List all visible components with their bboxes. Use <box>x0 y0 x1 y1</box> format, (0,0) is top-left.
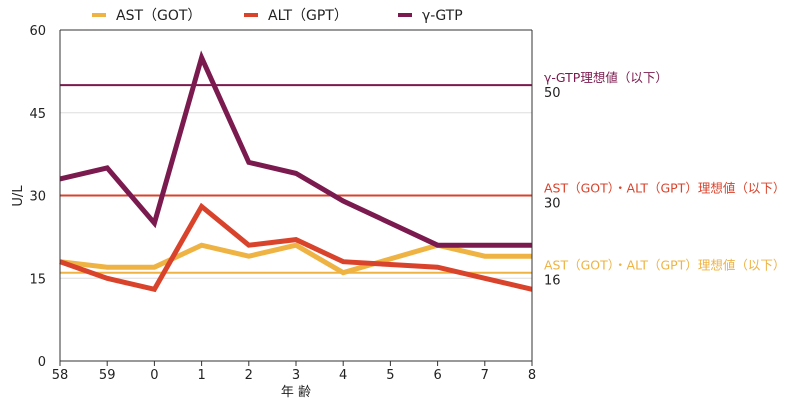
y-tick-label: 0 <box>38 355 46 370</box>
y-tick-label: 30 <box>29 190 46 205</box>
x-axis-title: 年 齢 <box>281 385 311 400</box>
reference-line-value: 30 <box>544 197 561 212</box>
reference-line-value: 50 <box>544 86 561 101</box>
x-tick-label: 7 <box>481 368 489 383</box>
x-tick-label: 58 <box>52 368 69 383</box>
axes <box>59 29 533 366</box>
x-tick-label: 8 <box>528 368 536 383</box>
reference-line-label: γ-GTP理想値（以下） <box>544 70 668 85</box>
legend: AST（GOT） ALT（GPT） γ-GTP <box>92 8 463 24</box>
y-tick-label: 60 <box>29 24 46 39</box>
y-tick-label: 15 <box>29 272 46 287</box>
x-tick-label: 0 <box>150 368 158 383</box>
series-line-0 <box>59 242 532 276</box>
reference-line-value: 16 <box>544 274 561 289</box>
x-tick-label: 5 <box>386 368 394 383</box>
y-axis-title: U/L <box>11 185 26 207</box>
series-line-2 <box>59 50 532 248</box>
x-tick-label: 4 <box>339 368 347 383</box>
reference-line-label: AST（GOT）・ALT（GPT）理想値（以下） <box>544 258 785 273</box>
x-tick-label: 6 <box>433 368 441 383</box>
y-tick-label: 45 <box>29 107 46 122</box>
legend-label: ALT（GPT） <box>268 8 348 24</box>
series-line-1 <box>59 202 533 293</box>
x-tick-label: 2 <box>245 368 253 383</box>
series-lines <box>59 50 533 293</box>
legend-label: AST（GOT） <box>116 8 201 24</box>
legend-label: γ-GTP <box>422 8 463 24</box>
reference-line-label: AST（GOT）・ALT（GPT）理想値（以下） <box>544 181 785 196</box>
x-tick-label: 59 <box>99 368 116 383</box>
x-tick-label: 3 <box>292 368 300 383</box>
x-tick-label: 1 <box>197 368 205 383</box>
